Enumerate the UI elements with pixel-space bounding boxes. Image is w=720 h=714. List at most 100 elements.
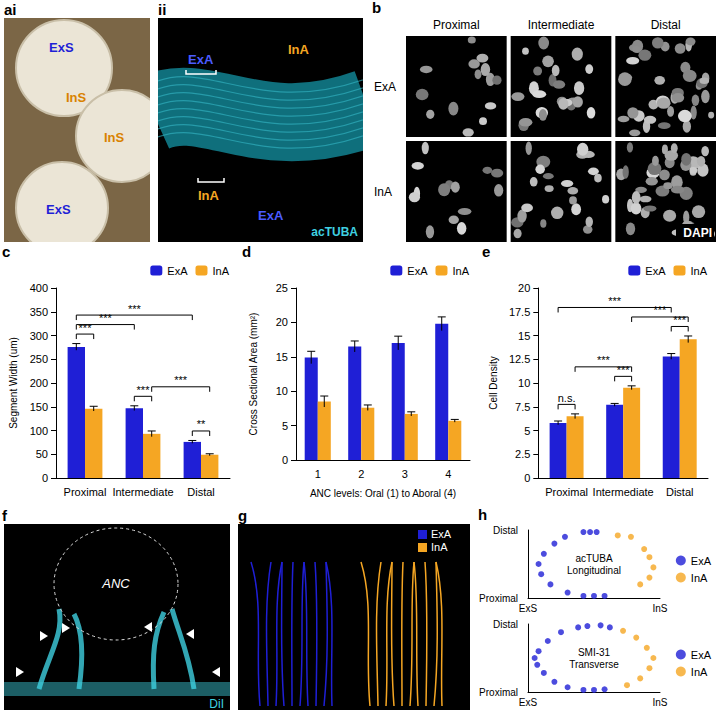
svg-text:InA: InA bbox=[690, 265, 707, 277]
svg-text:***: *** bbox=[174, 374, 188, 386]
svg-text:150: 150 bbox=[30, 401, 48, 413]
svg-text:1: 1 bbox=[315, 468, 321, 480]
svg-text:ExA: ExA bbox=[431, 528, 452, 540]
svg-text:ExS: ExS bbox=[49, 40, 74, 55]
svg-text:***: *** bbox=[597, 354, 611, 366]
svg-text:InA: InA bbox=[452, 265, 469, 277]
svg-text:ExS: ExS bbox=[519, 603, 538, 614]
svg-text:InS: InS bbox=[652, 697, 667, 708]
svg-text:ExA: ExA bbox=[167, 265, 188, 277]
svg-text:Distal: Distal bbox=[493, 619, 518, 630]
svg-text:ExA: ExA bbox=[691, 555, 712, 567]
svg-text:ExA: ExA bbox=[407, 265, 428, 277]
svg-text:InA: InA bbox=[691, 666, 708, 678]
svg-text:100: 100 bbox=[30, 425, 48, 437]
svg-text:InS: InS bbox=[66, 90, 87, 105]
svg-text:Distal: Distal bbox=[493, 525, 518, 536]
html-text:e: e bbox=[482, 243, 491, 260]
html-text:b: b bbox=[372, 0, 382, 16]
svg-text:***: *** bbox=[617, 364, 631, 376]
svg-text:***: *** bbox=[137, 384, 151, 396]
svg-text:50: 50 bbox=[36, 448, 48, 460]
svg-text:***: *** bbox=[673, 314, 687, 326]
svg-text:n.s.: n.s. bbox=[558, 392, 576, 404]
svg-text:200: 200 bbox=[30, 377, 48, 389]
svg-text:Proximal: Proximal bbox=[433, 18, 480, 32]
svg-text:350: 350 bbox=[30, 306, 48, 318]
svg-text:2.5: 2.5 bbox=[515, 448, 530, 460]
svg-text:Segment Width (um): Segment Width (um) bbox=[8, 337, 19, 429]
svg-text:15: 15 bbox=[276, 351, 288, 363]
svg-text:***: *** bbox=[128, 303, 142, 315]
svg-text:Proximal: Proximal bbox=[64, 486, 107, 498]
html-text:ai: ai bbox=[4, 1, 17, 18]
html-text:f: f bbox=[2, 507, 7, 524]
svg-text:InS: InS bbox=[652, 603, 667, 614]
svg-text:20: 20 bbox=[518, 282, 530, 294]
html-text:c: c bbox=[2, 243, 11, 260]
svg-text:Distal: Distal bbox=[187, 486, 215, 498]
svg-text:0: 0 bbox=[42, 472, 48, 484]
svg-text:acTUBA: acTUBA bbox=[575, 553, 613, 564]
svg-text:15: 15 bbox=[518, 330, 530, 342]
svg-text:***: *** bbox=[99, 312, 113, 324]
svg-text:7.5: 7.5 bbox=[515, 401, 530, 413]
html-text:g: g bbox=[238, 507, 248, 524]
svg-text:Distal: Distal bbox=[651, 18, 681, 32]
svg-text:***: *** bbox=[79, 322, 93, 334]
svg-text:10: 10 bbox=[518, 377, 530, 389]
svg-text:ExS: ExS bbox=[519, 697, 538, 708]
svg-text:0: 0 bbox=[524, 472, 530, 484]
svg-text:12.5: 12.5 bbox=[509, 353, 530, 365]
svg-text:Proximal: Proximal bbox=[545, 486, 588, 498]
svg-text:ANC levels: Oral (1) to Aboral: ANC levels: Oral (1) to Aboral (4) bbox=[310, 488, 456, 499]
svg-text:Cross Sectional Area (mm²): Cross Sectional Area (mm²) bbox=[248, 313, 259, 436]
svg-text:2: 2 bbox=[358, 468, 364, 480]
svg-text:Distal: Distal bbox=[666, 486, 694, 498]
svg-text:InA: InA bbox=[198, 188, 220, 203]
svg-text:InA: InA bbox=[431, 541, 448, 553]
svg-text:Proximal: Proximal bbox=[479, 687, 518, 698]
html-text:h: h bbox=[478, 506, 488, 523]
svg-text:20: 20 bbox=[276, 316, 288, 328]
svg-text:ExA: ExA bbox=[374, 80, 396, 94]
svg-text:5: 5 bbox=[524, 425, 530, 437]
svg-text:InA: InA bbox=[691, 572, 708, 584]
svg-text:Intermediate: Intermediate bbox=[528, 18, 595, 32]
svg-text:SMI-31: SMI-31 bbox=[578, 647, 611, 658]
html-text:ii: ii bbox=[158, 1, 167, 18]
svg-text:10: 10 bbox=[276, 385, 288, 397]
svg-text:InA: InA bbox=[288, 42, 310, 57]
svg-text:Cell Density: Cell Density bbox=[488, 356, 499, 409]
html-text:d: d bbox=[242, 243, 252, 260]
svg-text:3: 3 bbox=[402, 468, 408, 480]
svg-text:0: 0 bbox=[282, 454, 288, 466]
svg-text:Proximal: Proximal bbox=[479, 593, 518, 604]
svg-text:Longitudinal: Longitudinal bbox=[567, 565, 621, 576]
svg-text:**: ** bbox=[197, 418, 206, 430]
svg-text:***: *** bbox=[608, 295, 622, 307]
svg-text:ExS: ExS bbox=[46, 202, 71, 217]
svg-text:250: 250 bbox=[30, 353, 48, 365]
svg-text:ExA: ExA bbox=[188, 52, 214, 67]
svg-text:ExA: ExA bbox=[645, 265, 666, 277]
svg-text:Intermediate: Intermediate bbox=[593, 486, 654, 498]
svg-text:ExA: ExA bbox=[691, 649, 712, 661]
svg-text:400: 400 bbox=[30, 282, 48, 294]
svg-text:ANC: ANC bbox=[101, 576, 130, 591]
svg-text:5: 5 bbox=[282, 420, 288, 432]
svg-text:4: 4 bbox=[445, 468, 451, 480]
svg-text:DAPI: DAPI bbox=[683, 226, 712, 240]
svg-text:DiI: DiI bbox=[209, 697, 224, 710]
svg-text:InA: InA bbox=[374, 185, 392, 199]
svg-text:ExA: ExA bbox=[258, 208, 284, 223]
svg-text:25: 25 bbox=[276, 282, 288, 294]
svg-text:Intermediate: Intermediate bbox=[112, 486, 173, 498]
svg-text:InA: InA bbox=[212, 265, 229, 277]
svg-text:300: 300 bbox=[30, 330, 48, 342]
svg-text:***: *** bbox=[653, 304, 667, 316]
svg-text:Transverse: Transverse bbox=[569, 659, 619, 670]
svg-text:17.5: 17.5 bbox=[509, 306, 530, 318]
svg-text:acTUBA: acTUBA bbox=[311, 225, 358, 239]
svg-text:InS: InS bbox=[104, 130, 125, 145]
